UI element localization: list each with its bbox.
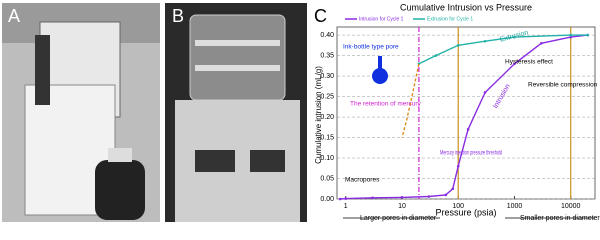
panel-label: B bbox=[172, 6, 184, 26]
y-tick-label: 0.30 bbox=[320, 73, 334, 80]
panel-label: A bbox=[8, 6, 20, 26]
photo-a bbox=[2, 3, 160, 222]
y-tick-label: 0.00 bbox=[320, 196, 334, 203]
data-point bbox=[466, 128, 470, 131]
data-point bbox=[434, 54, 438, 57]
y-tick-label: 0.40 bbox=[320, 32, 334, 39]
data-point bbox=[483, 39, 487, 43]
x-tick-label: 1000 bbox=[507, 203, 523, 210]
y-tick-label: 0.05 bbox=[320, 175, 334, 182]
y-tick-label: 0.35 bbox=[320, 52, 334, 59]
data-point bbox=[451, 187, 455, 191]
y-tick-label: 0.10 bbox=[320, 155, 334, 162]
data-line bbox=[401, 63, 420, 138]
chart-title: Cumulative Intrusion vs Pressure bbox=[400, 2, 532, 12]
panel-label: C bbox=[314, 6, 327, 26]
annotation: Hysteresis effect bbox=[505, 59, 553, 66]
y-tick-label: 0.20 bbox=[320, 114, 334, 121]
data-point bbox=[513, 62, 516, 66]
data-point bbox=[586, 33, 589, 37]
annotation: Reversible compression bbox=[528, 82, 598, 89]
data-point bbox=[371, 196, 374, 200]
annotation: Macropores bbox=[345, 177, 380, 184]
data-point bbox=[338, 197, 342, 201]
data-point bbox=[540, 41, 543, 45]
pore-icon bbox=[378, 56, 382, 70]
photo-b bbox=[165, 3, 307, 222]
figure: A B C Cumulative Intrusion vs Pressure C… bbox=[2, 2, 600, 222]
data-point bbox=[456, 164, 460, 168]
annotation: Mercury injection pressure threshold bbox=[440, 150, 502, 157]
legend-label: Extrusion for Cycle 1 bbox=[427, 16, 473, 22]
data-point bbox=[427, 195, 431, 198]
annotation: The retention of mercury bbox=[350, 101, 422, 108]
x-tick-label: 10000 bbox=[561, 203, 581, 210]
pore-icon bbox=[372, 68, 388, 84]
data-point bbox=[344, 197, 348, 200]
data-point bbox=[569, 35, 573, 39]
data-point bbox=[444, 193, 448, 197]
x-tick-label: 1 bbox=[344, 203, 348, 210]
annotation: Ink-bottle type pore bbox=[343, 44, 399, 51]
legend-label: Intrusion for Cycle 1 bbox=[359, 16, 404, 22]
data-point bbox=[513, 35, 516, 39]
data-point bbox=[483, 91, 487, 94]
annotation: Extrusion bbox=[499, 29, 529, 43]
y-axis-title: Cumulative intrusion (mL/g) bbox=[314, 66, 323, 164]
y-tick-label: 0.25 bbox=[320, 93, 334, 100]
plot-area bbox=[336, 26, 596, 200]
x-tick-label: 100 bbox=[452, 203, 464, 210]
x-tick-label: 10 bbox=[398, 203, 406, 210]
data-point bbox=[569, 33, 573, 37]
x-axis-title: Pressure (psia) bbox=[435, 207, 496, 217]
y-tick-label: 0.15 bbox=[320, 134, 334, 141]
data-point bbox=[456, 44, 460, 47]
data-line bbox=[340, 34, 588, 200]
data-point bbox=[400, 196, 404, 199]
